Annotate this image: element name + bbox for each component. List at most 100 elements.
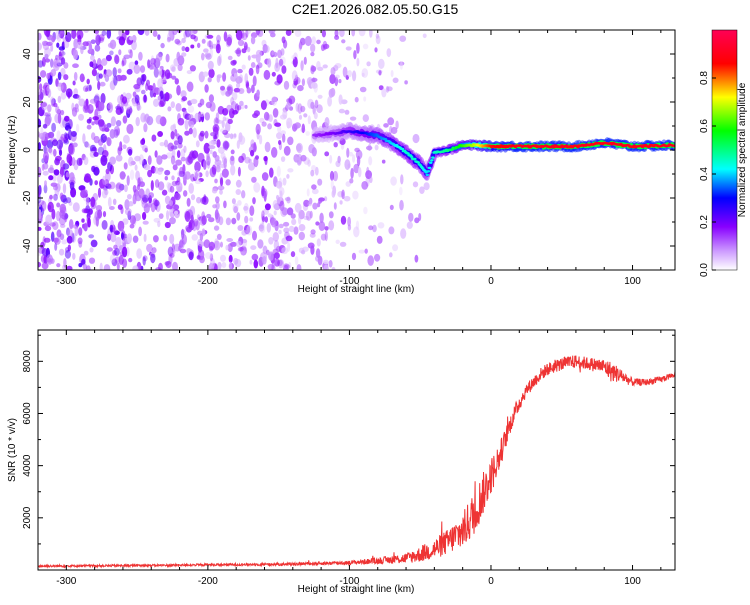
- noise-blob: [177, 117, 185, 126]
- noise-blob: [278, 140, 282, 145]
- noise-blob: [287, 168, 294, 173]
- noise-blob: [127, 148, 133, 156]
- noise-blob: [251, 253, 259, 261]
- noise-blob: [177, 143, 183, 149]
- noise-blob: [132, 193, 137, 205]
- noise-blob: [45, 214, 53, 225]
- noise-blob: [59, 215, 66, 226]
- noise-blob: [88, 234, 95, 239]
- noise-blob: [158, 262, 163, 270]
- noise-blob: [38, 261, 42, 268]
- noise-blob: [238, 155, 245, 163]
- noise-blob: [311, 184, 317, 190]
- noise-blob: [38, 32, 42, 41]
- noise-blob: [51, 122, 56, 133]
- noise-blob: [229, 133, 234, 140]
- noise-blob: [134, 164, 138, 171]
- noise-blob: [237, 68, 243, 74]
- noise-blob: [252, 197, 256, 205]
- noise-blob: [341, 189, 345, 200]
- noise-blob: [142, 256, 146, 266]
- noise-blob: [281, 65, 287, 74]
- noise-blob: [132, 235, 139, 243]
- noise-blob: [160, 42, 165, 49]
- noise-blob: [199, 130, 205, 137]
- noise-blob: [100, 155, 108, 166]
- noise-blob: [181, 234, 187, 245]
- noise-blob: [292, 56, 298, 68]
- noise-blob: [60, 30, 64, 37]
- noise-blob: [168, 200, 174, 206]
- colorbar-tick-label: 0.4: [699, 167, 710, 181]
- noise-blob: [148, 192, 154, 199]
- noise-blob: [56, 42, 60, 48]
- noise-blob: [309, 232, 316, 238]
- noise-blob: [241, 32, 248, 41]
- noise-blob: [303, 215, 310, 221]
- noise-blob: [267, 58, 272, 68]
- noise-blob: [150, 62, 156, 70]
- noise-blob: [190, 34, 196, 40]
- noise-blob: [262, 43, 268, 54]
- noise-blob: [399, 186, 403, 196]
- noise-blob: [103, 264, 111, 270]
- noise-blob: [72, 224, 79, 229]
- noise-blob: [210, 258, 215, 269]
- noise-blob: [107, 233, 112, 241]
- x-tick-label: 0: [488, 576, 494, 587]
- noise-blob: [188, 120, 195, 128]
- noise-blob: [90, 55, 95, 61]
- noise-blob: [282, 109, 288, 119]
- noise-blob: [164, 169, 171, 176]
- noise-blob: [308, 197, 313, 205]
- noise-blob: [306, 188, 310, 197]
- noise-blob: [153, 67, 159, 78]
- noise-blob: [250, 149, 255, 157]
- noise-blob: [44, 225, 52, 232]
- noise-blob: [226, 238, 234, 242]
- noise-blob: [275, 180, 283, 189]
- noise-blob: [208, 217, 215, 223]
- y-tick-label: 40: [22, 48, 33, 60]
- noise-blob: [307, 242, 315, 249]
- noise-blob: [188, 222, 192, 229]
- noise-blob: [263, 190, 267, 202]
- noise-blob: [174, 38, 181, 45]
- noise-blob: [328, 220, 335, 231]
- noise-blob: [276, 165, 281, 177]
- noise-blob: [153, 92, 156, 98]
- noise-blob: [106, 102, 114, 113]
- noise-blob: [213, 225, 220, 231]
- noise-blob: [223, 31, 228, 42]
- noise-blob: [213, 135, 217, 140]
- noise-blob: [324, 117, 330, 127]
- noise-blob: [386, 48, 392, 58]
- noise-blob: [353, 226, 360, 238]
- noise-blob: [297, 85, 304, 92]
- noise-blob: [150, 253, 156, 264]
- noise-blob: [109, 224, 114, 232]
- noise-blob: [95, 216, 99, 227]
- noise-blob: [51, 208, 56, 220]
- noise-blob: [255, 54, 261, 63]
- noise-blob: [218, 146, 225, 154]
- noise-blob: [185, 46, 190, 52]
- noise-blob: [54, 158, 60, 166]
- noise-blob: [214, 178, 218, 184]
- noise-blob: [107, 197, 112, 208]
- noise-blob: [210, 132, 216, 137]
- noise-blob: [246, 87, 252, 94]
- noise-blob: [53, 237, 59, 243]
- noise-blob: [68, 144, 75, 156]
- noise-blob: [282, 133, 286, 143]
- noise-blob: [353, 163, 360, 174]
- noise-blob: [243, 42, 248, 51]
- noise-blob: [127, 201, 134, 207]
- noise-blob: [108, 184, 112, 190]
- noise-blob: [86, 143, 91, 148]
- noise-blob: [369, 30, 373, 38]
- noise-blob: [173, 243, 181, 252]
- noise-blob: [113, 244, 118, 250]
- noise-blob: [153, 235, 159, 243]
- noise-blob: [313, 82, 318, 93]
